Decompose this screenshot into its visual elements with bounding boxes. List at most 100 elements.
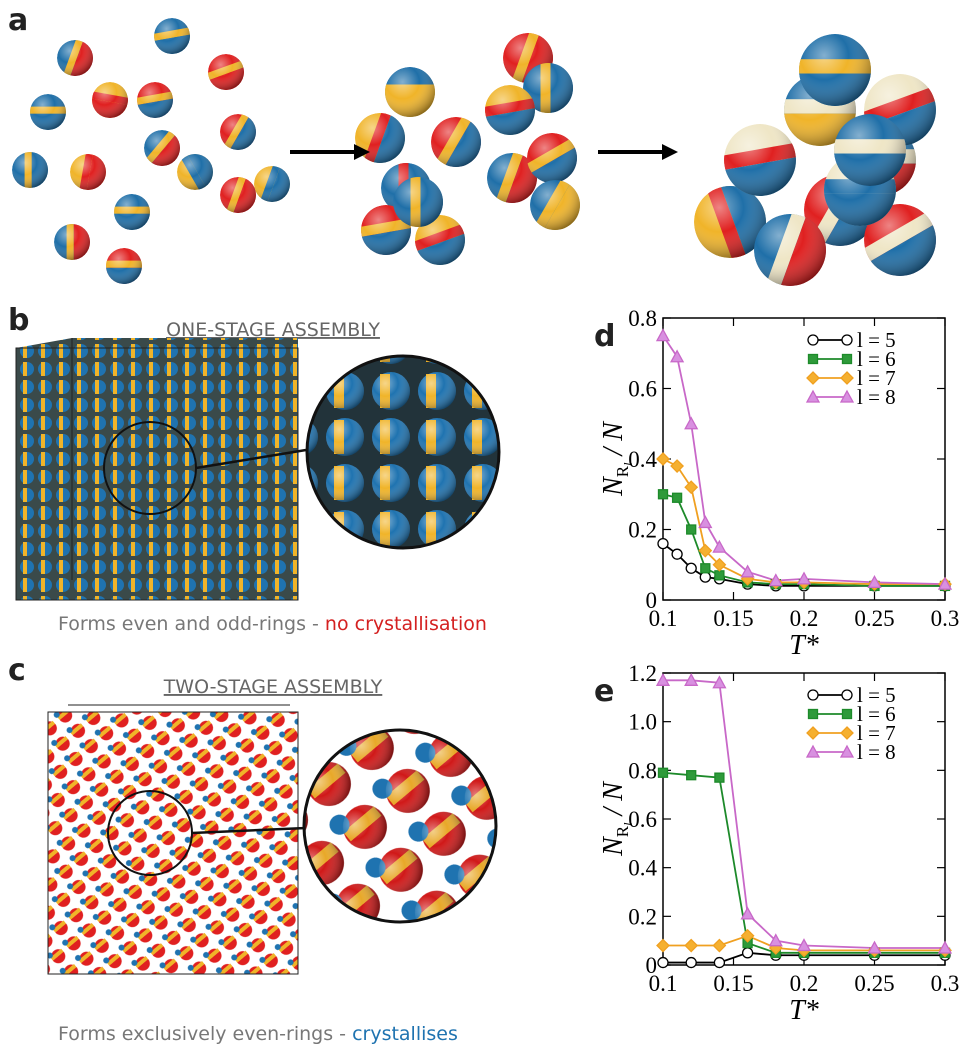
- x-tick-label: 0.25: [854, 971, 894, 996]
- sphere-shade: [527, 133, 577, 183]
- x-tick-label: 0.2: [790, 971, 819, 996]
- sphere: [153, 18, 193, 62]
- sphere-shade: [254, 166, 290, 202]
- marker: [657, 330, 669, 341]
- y-tick-label: 0.4: [628, 447, 657, 472]
- chart: 0.10.150.20.250.300.20.40.60.8T*NRl / Nl…: [598, 306, 959, 661]
- sphere: [207, 54, 251, 100]
- y-tick-label: 0.2: [628, 518, 657, 543]
- sphere-shade: [530, 180, 580, 230]
- marker: [687, 771, 696, 780]
- marker: [713, 940, 725, 952]
- marker: [686, 563, 696, 573]
- sphere: [431, 117, 497, 180]
- marker: [699, 516, 711, 527]
- marker: [713, 541, 725, 552]
- marker: [842, 690, 852, 700]
- marker: [659, 768, 668, 777]
- sphere: [12, 152, 53, 188]
- marker: [809, 355, 818, 364]
- y-label-sub: R: [613, 825, 632, 837]
- x-tick-label: 0.3: [931, 606, 960, 631]
- sphere: [530, 180, 596, 243]
- y-tick-label: 0: [646, 953, 658, 978]
- sphere: [106, 248, 142, 289]
- arrow: [290, 144, 678, 160]
- sphere-shade: [54, 224, 90, 260]
- sphere-shade: [208, 54, 244, 90]
- panel-label: c: [8, 653, 26, 688]
- x-tick-label: 0.15: [713, 971, 753, 996]
- sphere-illustration: [12, 18, 955, 300]
- marker: [807, 372, 819, 384]
- caption: Forms exclusively even-rings - crystalli…: [58, 1023, 458, 1045]
- marker: [686, 958, 696, 968]
- x-axis-label: T*: [789, 995, 819, 1026]
- legend-item: l = 8: [807, 740, 896, 764]
- marker: [843, 355, 852, 364]
- sphere-shade: [754, 214, 826, 286]
- legend-label: l = 8: [857, 740, 896, 764]
- sphere: [70, 153, 114, 193]
- y-label-sub: R: [613, 465, 632, 477]
- sphere-shade: [12, 152, 48, 188]
- y-tick-label: 0.6: [628, 377, 657, 402]
- marker: [685, 481, 697, 493]
- y-tick-label: 0.8: [628, 758, 657, 783]
- x-axis-label: T*: [789, 630, 819, 661]
- sphere-shade: [799, 34, 871, 106]
- marker: [841, 372, 853, 384]
- plot-frame: [663, 318, 945, 600]
- panel-label: b: [8, 303, 29, 338]
- caption-highlight: no crystallisation: [325, 613, 487, 635]
- marker: [843, 710, 852, 719]
- y-label-symbol: N: [598, 476, 629, 497]
- sphere: [54, 224, 95, 260]
- y-tick-label: 1.2: [628, 661, 657, 686]
- chart: 0.10.150.20.250.300.20.40.60.81.01.2T*NR…: [598, 661, 959, 1026]
- marker: [659, 490, 668, 499]
- sphere: [177, 145, 224, 191]
- marker: [809, 710, 818, 719]
- caption-text: Forms even and odd-rings -: [58, 613, 325, 635]
- marker: [807, 727, 819, 739]
- marker: [743, 948, 753, 958]
- sphere-shade: [177, 154, 213, 190]
- sphere-shade: [724, 124, 796, 196]
- marker: [701, 564, 710, 573]
- caption-text: Forms exclusively even-rings -: [58, 1023, 352, 1045]
- sphere: [254, 165, 300, 209]
- y-tick-label: 0.4: [628, 856, 657, 881]
- sphere-shade: [114, 194, 150, 230]
- sphere-shade: [154, 18, 190, 54]
- sphere-shade: [137, 82, 173, 118]
- sphere-shade: [834, 114, 906, 186]
- sphere-shade: [144, 130, 180, 166]
- sphere: [57, 39, 103, 83]
- sphere-shade: [431, 117, 481, 167]
- legend-label: l = 8: [857, 385, 896, 409]
- x-tick-label: 0.2: [790, 606, 819, 631]
- y-tick-label: 0.2: [628, 904, 657, 929]
- panel-label: e: [594, 674, 614, 709]
- y-tick-label: 0.6: [628, 807, 657, 832]
- simulation-box: [48, 705, 496, 974]
- sphere-shade: [393, 177, 443, 227]
- caption: Forms even and odd-rings - no crystallis…: [58, 613, 487, 635]
- marker: [658, 958, 668, 968]
- y-tick-label: 1.0: [628, 710, 657, 735]
- y-tick-label: 0.8: [628, 306, 657, 331]
- sphere: [136, 82, 176, 126]
- x-tick-label: 0.25: [854, 606, 894, 631]
- series-line: [663, 773, 945, 953]
- panel-label: a: [8, 3, 28, 38]
- marker: [841, 727, 853, 739]
- marker: [714, 958, 724, 968]
- y-label-rest: / N: [598, 781, 629, 823]
- figure: a b c ONE-STAGE ASSEMBLY Forms even and …: [0, 0, 968, 1055]
- sphere-shade: [30, 94, 66, 130]
- y-label-symbol: N: [598, 836, 629, 857]
- marker: [671, 460, 683, 472]
- y-tick-label: 0: [646, 588, 658, 613]
- marker: [658, 539, 668, 549]
